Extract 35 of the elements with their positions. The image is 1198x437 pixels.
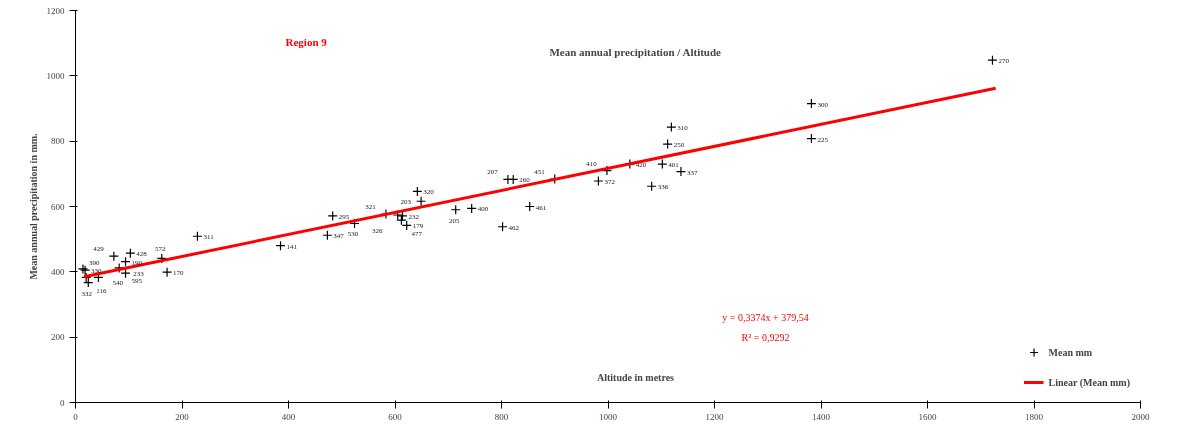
point (327, 210, 338, 222)
y-tick-label: 400 (51, 266, 65, 277)
x-tick-label: 1000 (599, 411, 618, 422)
legend-label: Mean mm (1048, 346, 1093, 358)
annotation: y = 0,3374x + 379,54 (722, 311, 809, 323)
x-tick-label: 400 (281, 411, 296, 422)
point (593, 175, 604, 187)
y-tick-label: 600 (51, 201, 65, 212)
y-tick-label: 0 (60, 397, 65, 408)
point (666, 122, 677, 133)
point (161, 267, 173, 278)
legend-label: Linear (Mean mm) (1048, 376, 1130, 388)
x-tick-label: 1600 (918, 411, 937, 422)
x-tick-label: 1200 (705, 411, 724, 422)
point (415, 196, 427, 207)
annotation: R² = 0,9292 (741, 331, 790, 343)
y-tick-label: 200 (51, 332, 65, 343)
x-tick-label: 0 (73, 411, 79, 422)
x-axis-title: Altitude in metres (596, 371, 675, 383)
y-tick-label: 1200 (46, 5, 65, 16)
point (662, 139, 673, 150)
text: Mean annual precipitation / Altitude (549, 45, 722, 58)
x-tick-label: 800 (494, 411, 509, 422)
x-tick-label: 200 (175, 411, 190, 422)
point (675, 166, 687, 177)
x-tick-label: 2000 (1131, 411, 1150, 422)
x-tick-label: 1800 (1025, 411, 1044, 422)
point (657, 158, 668, 170)
y-axis-title: Mean annual precipitation in mm. (27, 132, 39, 280)
y-tick-label: 800 (51, 136, 65, 147)
annotation: Region 9 (285, 35, 328, 48)
x-tick-label: 1400 (812, 411, 831, 422)
x-tick-label: 600 (388, 411, 403, 422)
point (120, 268, 131, 279)
y-tick-label: 1000 (46, 70, 65, 81)
